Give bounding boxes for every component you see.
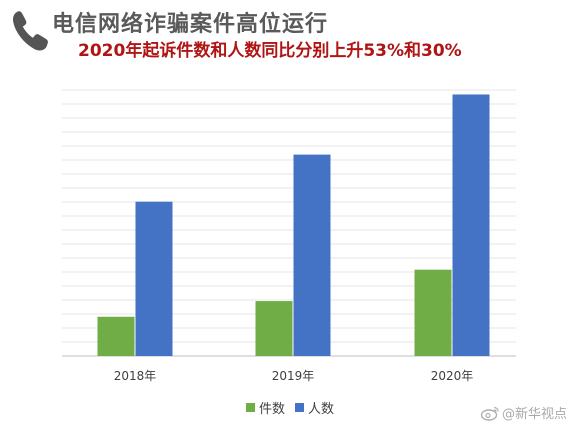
bar-people-2 [452,94,490,356]
legend-item-cases: 件数 [246,398,285,417]
chart-subtitle: 2020年起诉件数和人数同比分别上升53%和30% [78,41,462,61]
x-tick-label: 2020年 [431,369,474,383]
legend-label-people: 人数 [308,402,335,417]
bar-cases-1 [255,301,293,356]
phone-icon [13,11,48,51]
legend-swatch-cases [246,403,255,412]
bar-people-0 [135,201,173,356]
bar-cases-0 [97,316,135,356]
x-tick-label: 2019年 [272,369,315,383]
x-axis-ticks: 2018年 2019年 2020年 [114,369,474,383]
legend-swatch-people [295,403,305,412]
legend-label-cases: 件数 [259,402,286,417]
bar-cases-2 [414,269,452,356]
watermark-text: @新华视点 [501,407,567,422]
bars [97,94,490,356]
weibo-icon [480,406,499,421]
chart-legend: 件数 人数 [246,398,344,417]
watermark: @新华视点 [480,403,567,422]
x-tick-label: 2018年 [114,369,157,383]
chart-title: 电信网络诈骗案件高位运行 [52,12,329,37]
bar-people-1 [293,154,331,356]
legend-item-people: 人数 [295,398,334,417]
